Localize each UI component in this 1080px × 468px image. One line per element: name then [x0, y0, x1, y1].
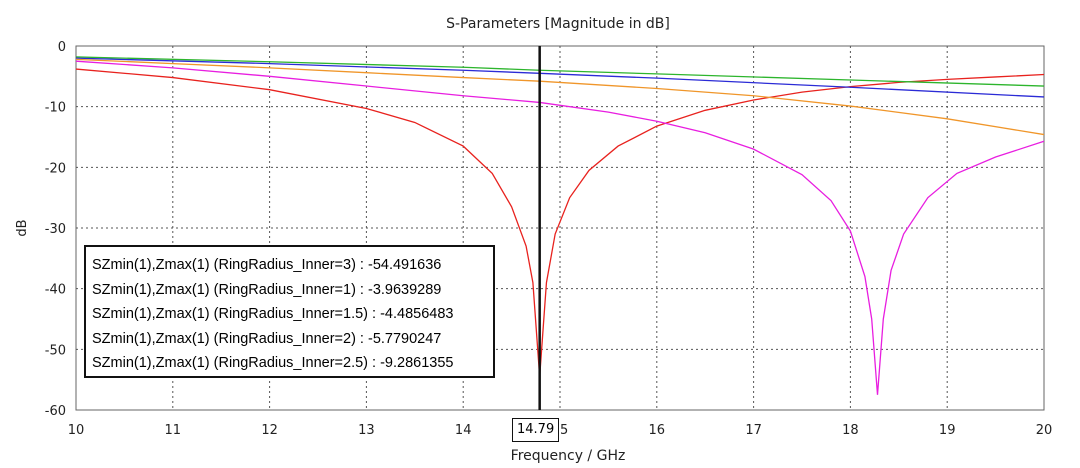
legend-entry: SZmin(1),Zmax(1) (RingRadius_Inner=1) : … — [92, 281, 442, 298]
x-tick-label: 13 — [358, 423, 375, 438]
y-axis-label: dB — [15, 219, 30, 236]
x-tick-label: 17 — [745, 423, 762, 438]
y-tick-label: -20 — [45, 161, 66, 176]
x-tick-label: 12 — [261, 423, 278, 438]
x-tick-label: 14 — [455, 423, 472, 438]
y-tick-label: 0 — [58, 40, 66, 55]
series-line — [75, 60, 1045, 395]
legend: SZmin(1),Zmax(1) (RingRadius_Inner=3) : … — [84, 245, 495, 378]
x-axis-label: Frequency / GHz — [511, 448, 626, 464]
legend-entry: SZmin(1),Zmax(1) (RingRadius_Inner=2.5) … — [92, 355, 454, 371]
marker-label[interactable]: 14.79 — [512, 418, 560, 442]
legend-entry: SZmin(1),Zmax(1) (RingRadius_Inner=3) : … — [92, 257, 442, 273]
y-tick-label: -10 — [45, 101, 66, 116]
legend-entry: SZmin(1),Zmax(1) (RingRadius_Inner=2) : … — [92, 330, 442, 347]
x-tick-label: 10 — [68, 423, 85, 438]
y-tick-label: -50 — [45, 343, 66, 358]
x-tick-label: 11 — [165, 423, 182, 438]
y-tick-label: -40 — [45, 283, 66, 298]
x-tick-label: 19 — [939, 423, 956, 438]
y-tick-label: -60 — [45, 404, 66, 419]
chart-title: S-Parameters [Magnitude in dB] — [446, 16, 670, 32]
y-tick-label: -30 — [45, 222, 66, 237]
x-tick-label: 18 — [842, 423, 859, 438]
legend-entry: SZmin(1),Zmax(1) (RingRadius_Inner=1.5) … — [92, 306, 454, 322]
x-tick-label: 20 — [1036, 423, 1053, 438]
x-tick-label: 16 — [649, 423, 666, 438]
